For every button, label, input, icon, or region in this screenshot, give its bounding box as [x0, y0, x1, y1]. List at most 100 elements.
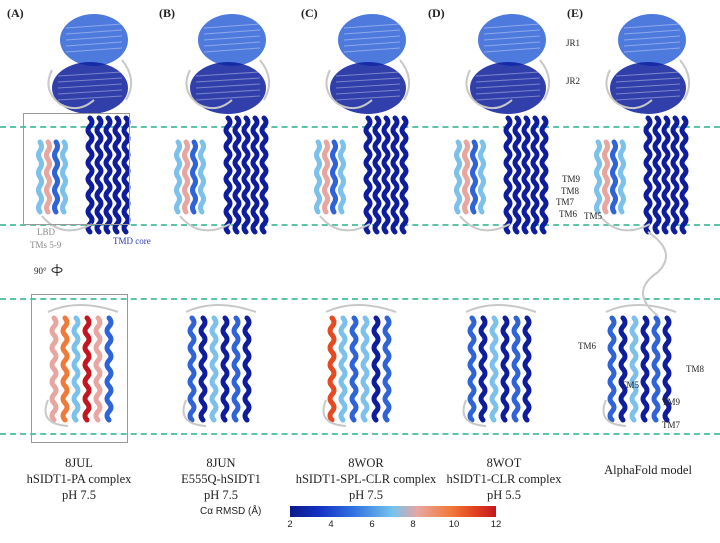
caption-a-line1: 8JUL	[65, 456, 93, 470]
colorbar-tick-10: 10	[448, 519, 460, 530]
panel-e-lbd-lower-sheet-strand	[615, 77, 681, 83]
panel-b-rotated-helix-4	[220, 315, 230, 423]
panel-b-loop-cyto	[179, 215, 231, 232]
caption-d-line1: 8WOT	[486, 456, 522, 470]
panel-a-rotated-helix-3	[71, 315, 81, 423]
panel-a-loop-side	[121, 59, 133, 101]
tm8-label-bottom: TM8	[686, 364, 704, 374]
panel-e-rotated-helix-4	[640, 315, 650, 423]
panel-c-rotated-helix-4	[360, 315, 370, 423]
panel-d-lbd-lower-sheet	[470, 62, 546, 114]
panel-e-loop-upper	[605, 69, 653, 110]
panel-b-peripheral-helix-3	[190, 139, 198, 215]
panel-a-peripheral-helix-3	[52, 139, 60, 215]
panel-d-lbd-upper-sheet	[478, 14, 546, 66]
panel-a-rotated-helix-2	[60, 315, 70, 423]
panel-c-lbd-lower-sheet-strand	[335, 71, 401, 77]
jr2-label: JR2	[566, 76, 581, 86]
panel-e-peripheral-helix-4	[618, 139, 626, 215]
panel-a-lbd-upper-sheet-strand	[65, 23, 123, 29]
panel-b-lbd-upper-sheet-strand	[203, 47, 261, 53]
tm6-label-bottom: TM6	[578, 341, 596, 351]
caption-c-line3: pH 7.5	[348, 488, 384, 502]
colorbar-gradient	[290, 506, 496, 517]
panel-a-lbd-lower-sheet-strand	[57, 89, 123, 95]
panel-b-rotated-loop-top	[185, 304, 257, 313]
panel-d-tmd-helix-4	[530, 115, 540, 235]
panel-a-rotated-helix-4	[82, 315, 92, 423]
panel-letter-d: (D)	[428, 6, 445, 20]
panel-c-rotated-helix-6	[382, 315, 392, 423]
panel-b-loop-upper	[185, 69, 233, 110]
caption-d: 8WOT hSIDT1-CLR complex pH 5.5	[447, 455, 562, 503]
panel-a-lbd-lower-sheet	[52, 62, 128, 114]
panel-letter-c: (C)	[301, 6, 318, 20]
colorbar-tick-2: 2	[287, 519, 293, 530]
panel-e-peripheral-helix-3	[610, 139, 618, 215]
panel-b-rotated-helix-6	[242, 315, 252, 423]
panel-b-lbd-lower-sheet-strand	[195, 71, 261, 77]
panel-c-lbd-upper-sheet	[338, 14, 406, 66]
panel-d-tmd-helix-1	[503, 115, 513, 235]
panel-e-rotated-helix-1	[607, 315, 617, 423]
panel-b-loop-side	[259, 59, 271, 101]
membrane-boundary-top-1	[0, 126, 720, 128]
panel-e-rotated-helix-5	[651, 315, 661, 423]
tm-region-box-bottom-a	[31, 294, 128, 443]
panel-e-lbd-upper-sheet-strand	[623, 29, 681, 35]
caption-e: AlphaFold model	[604, 462, 692, 478]
panel-c-rotated-helix-3	[349, 315, 359, 423]
colorbar-title: Cα RMSD (Å)	[200, 506, 262, 517]
panel-d-rotated-helix-1	[467, 315, 477, 423]
panel-e-rotated-loop-top	[605, 304, 677, 313]
tm6-label-top: TM6	[559, 209, 577, 219]
membrane-boundary-bottom-1	[0, 224, 720, 226]
panel-e-tmd-helix-3	[661, 115, 671, 235]
panel-a-tmd-helix-5	[121, 115, 131, 235]
panel-e-lbd-lower-sheet-strand	[615, 95, 681, 101]
panel-d-peripheral-helix-4	[478, 139, 486, 215]
panel-d-peripheral-helix-3	[470, 139, 478, 215]
panel-e-rotated-helix-3	[629, 315, 639, 423]
panel-c-lbd-lower-sheet-strand	[335, 77, 401, 83]
rotation-icon	[51, 264, 63, 276]
panel-b-lbd-upper-sheet-strand	[203, 29, 261, 35]
caption-e-line1: AlphaFold model	[604, 463, 692, 477]
panel-a-loop-cyto	[41, 215, 93, 232]
tm-region-box-a	[23, 113, 130, 225]
panel-e-disordered-tail	[642, 231, 667, 317]
panel-a-rotated-helix-5	[93, 315, 103, 423]
panel-e-rotated-helix-2	[618, 315, 628, 423]
panel-e-rotated-helix-6	[662, 315, 672, 423]
tm7-label-top: TM7	[556, 197, 574, 207]
panel-b-lbd-lower-sheet-strand	[195, 77, 261, 83]
panel-e-peripheral-helix-2	[602, 139, 610, 215]
tm5-label-top: TM5	[584, 211, 602, 221]
panel-c-rotated-loop-bottom	[322, 399, 347, 427]
panel-b-rotated-helix-5	[231, 315, 241, 423]
panel-a-peripheral-helix-4	[60, 139, 68, 215]
panel-a-tmd-helix-3	[103, 115, 113, 235]
panel-e-lbd-upper-sheet-strand	[623, 35, 681, 41]
panel-b-tmd-helix-5	[259, 115, 269, 235]
panel-letter-b: (B)	[159, 6, 175, 20]
panel-c-loop-cyto	[319, 215, 371, 232]
panel-a-rotated-loop-top	[47, 304, 119, 313]
tm9-label-top: TM9	[562, 174, 580, 184]
caption-a-line2: hSIDT1-PA complex	[26, 472, 132, 486]
panel-c-peripheral-helix-1	[314, 139, 322, 215]
panel-b-lbd-lower-sheet-strand	[195, 89, 261, 95]
membrane-boundary-top-2	[0, 298, 720, 300]
panel-c-tmd-helix-4	[390, 115, 400, 235]
caption-b: 8JUN E555Q-hSIDT1 pH 7.5	[181, 455, 261, 503]
panel-e-lbd-lower-sheet-strand	[615, 71, 681, 77]
panel-e-tmd-helix-1	[643, 115, 653, 235]
panel-b-peripheral-helix-1	[174, 139, 182, 215]
panel-a-tmd-helix-1	[85, 115, 95, 235]
panel-a-lbd-upper-sheet-strand	[65, 35, 123, 41]
panel-c-lbd-lower-sheet-strand	[335, 89, 401, 95]
panel-a-lbd-lower-sheet-strand	[57, 77, 123, 83]
panel-c-lbd-upper-sheet-strand	[343, 47, 401, 53]
caption-d-line3: pH 5.5	[486, 488, 522, 502]
panel-e-lbd-lower-sheet	[610, 62, 686, 114]
